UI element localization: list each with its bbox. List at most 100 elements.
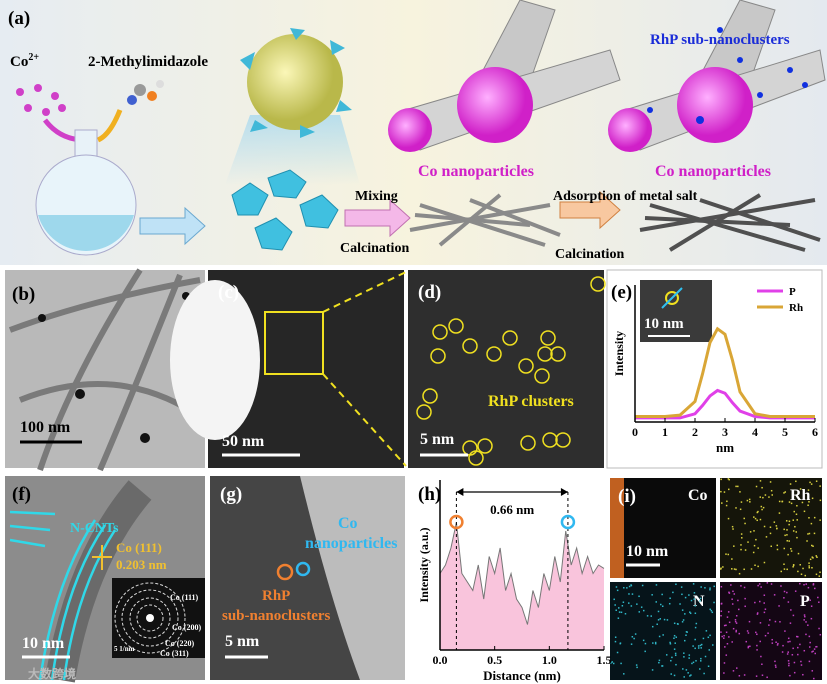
zif-frame: [240, 28, 352, 138]
panel-label: (f): [12, 484, 31, 505]
eds-dot: [658, 635, 661, 638]
eds-dot: [759, 480, 762, 482]
eds-dot: [682, 619, 685, 621]
eds-dot: [690, 674, 692, 676]
eds-dot: [744, 597, 746, 600]
x-axis-label: nm: [716, 440, 734, 455]
shape: [254, 217, 293, 251]
eds-dot: [693, 592, 696, 594]
eds-dot: [630, 584, 632, 586]
peak-marker: [449, 514, 464, 530]
eds-dot: [726, 642, 729, 645]
eds-dot: [780, 585, 782, 587]
eds-dot: [809, 599, 811, 602]
eds-dot: [665, 654, 668, 656]
eds-dot: [799, 582, 801, 585]
eds-dot: [754, 517, 757, 520]
shape: [534, 368, 550, 384]
eds-dot: [727, 611, 730, 613]
eds-dot: [638, 611, 641, 613]
shape: [231, 182, 269, 216]
eds-dot: [723, 662, 726, 664]
shape: [555, 432, 571, 448]
eds-dot: [687, 672, 689, 674]
shape: [97, 273, 183, 472]
eds-dot: [784, 630, 786, 632]
eds-dot: [819, 485, 821, 487]
eds-dot: [694, 612, 697, 615]
eds-dot: [723, 634, 725, 637]
eds-dot: [699, 668, 701, 670]
annotation: Co (111): [116, 540, 162, 555]
eds-dot: [672, 591, 674, 594]
eds-dot: [768, 496, 770, 498]
eds-dot: [692, 583, 695, 585]
eds-dot: [759, 640, 761, 643]
eds-dot: [711, 611, 714, 614]
eds-dot: [661, 593, 663, 596]
eds-dot: [800, 660, 802, 663]
cluster-circles: [416, 276, 606, 466]
shape: [114, 582, 186, 654]
eds-dot: [728, 591, 730, 594]
eds-dot: [769, 481, 772, 483]
eds-dot: [735, 568, 737, 571]
eds-dot: [816, 556, 818, 558]
eds-dot: [767, 632, 769, 634]
eds-dot: [775, 666, 777, 668]
shape: [267, 169, 307, 199]
shape: [330, 40, 345, 55]
shape: [136, 604, 164, 632]
eds-dot: [756, 633, 758, 636]
eds-dot: [788, 523, 790, 526]
eds-dot: [642, 639, 645, 642]
inset-image: [640, 280, 712, 342]
eds-dot: [808, 532, 811, 535]
eds-dot: [774, 660, 776, 663]
eds-dot: [731, 603, 734, 605]
eds-dot: [755, 538, 757, 541]
eds-dot: [813, 677, 815, 680]
eds-dot: [703, 672, 705, 675]
eds-dot: [688, 657, 690, 659]
eds-dot: [804, 574, 807, 577]
eds-dot: [786, 568, 788, 571]
eds-dot: [807, 489, 810, 491]
eds-dot: [723, 624, 726, 627]
eds-dot: [761, 674, 764, 676]
eds-dot: [810, 605, 813, 607]
eds-dot: [721, 635, 723, 638]
shape: [757, 92, 763, 98]
eds-dot: [787, 641, 789, 643]
eds-dot: [781, 651, 784, 653]
shape: [75, 389, 85, 399]
eds-dot: [803, 583, 805, 586]
eds-dot: [638, 595, 640, 598]
shape: [16, 88, 24, 96]
eds-dot: [646, 615, 649, 617]
eds-dot: [803, 649, 806, 652]
eds-dot: [627, 602, 630, 604]
eds-dot: [662, 634, 664, 636]
eds-dot: [755, 675, 758, 677]
shape: [240, 52, 255, 70]
eds-dot: [811, 670, 814, 672]
eds-dot: [819, 633, 822, 636]
eds-dot: [789, 483, 792, 485]
shape: [540, 330, 556, 346]
shape: [250, 120, 268, 132]
eds-dot: [740, 533, 743, 535]
eds-dot: [782, 644, 784, 647]
zoom-box: [264, 311, 324, 375]
eds-dot: [808, 562, 810, 564]
eds-dot: [780, 570, 783, 573]
x-tick-label: 0.5: [487, 653, 502, 667]
eds-dot: [774, 620, 777, 623]
eds-dot: [809, 481, 811, 484]
ion-base: Co: [10, 54, 28, 70]
eds-dot: [731, 568, 733, 570]
eds-dot: [738, 675, 741, 677]
cnt-network: [639, 193, 821, 252]
eds-dot: [789, 640, 791, 643]
eds-dot: [776, 527, 778, 530]
